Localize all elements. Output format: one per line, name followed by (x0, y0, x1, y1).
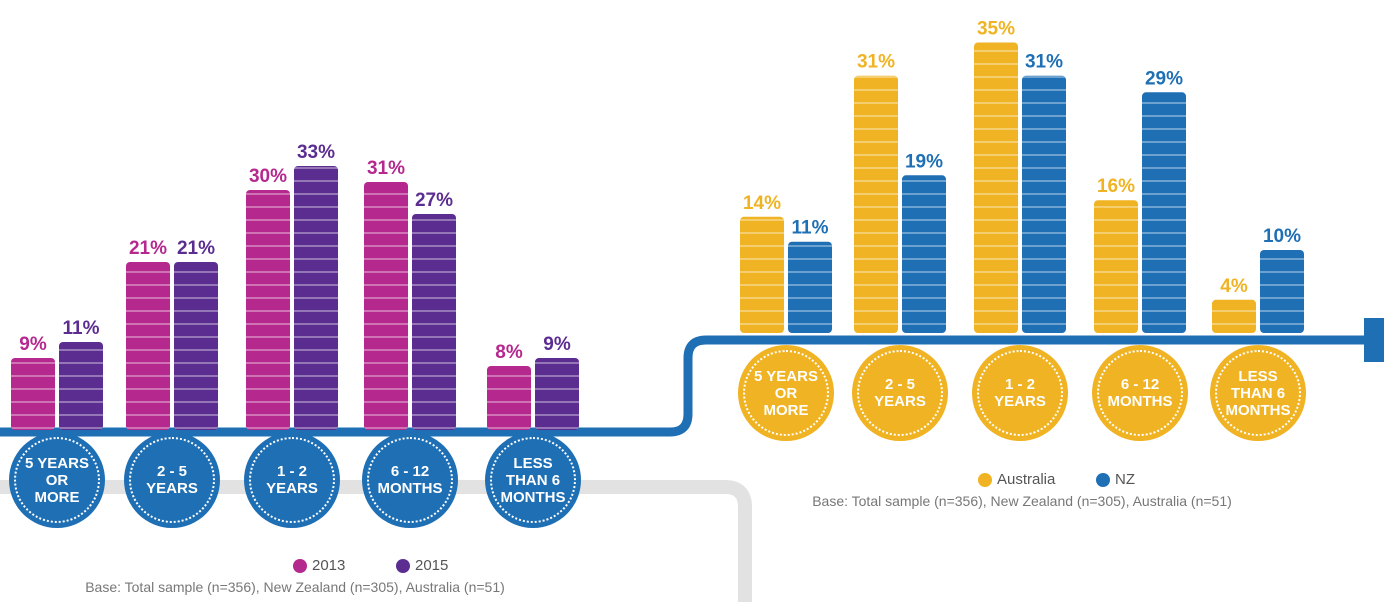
bar (294, 166, 338, 430)
bar (1212, 299, 1256, 333)
value-label: 10% (1263, 226, 1301, 247)
value-label: 11% (792, 218, 829, 239)
bar (364, 182, 408, 430)
category-circle: 2 - 5 YEARS (852, 345, 948, 441)
category-label: 6 - 12 MONTHS (367, 437, 453, 523)
legend-marker (1096, 473, 1110, 487)
arrow-end (1364, 318, 1384, 362)
bar (59, 342, 103, 430)
legend-label: 2013 (312, 557, 345, 574)
bar (1022, 75, 1066, 333)
bar (535, 358, 579, 430)
value-label: 31% (1025, 52, 1063, 73)
bar (412, 214, 456, 430)
value-label: 21% (177, 238, 215, 259)
value-label: 9% (543, 334, 571, 355)
bar (11, 358, 55, 430)
note: Base: Total sample (n=356), New Zealand … (812, 493, 1232, 509)
bar (974, 42, 1018, 333)
value-label: 30% (249, 166, 287, 187)
value-label: 35% (977, 19, 1015, 40)
legend-marker (293, 559, 307, 573)
category-label: LESS THAN 6 MONTHS (1215, 350, 1301, 436)
bar (740, 216, 784, 333)
value-label: 16% (1097, 176, 1135, 197)
value-label: 29% (1145, 68, 1183, 89)
bar (1142, 92, 1186, 333)
value-label: 8% (495, 342, 523, 363)
category-circle: 6 - 12 MONTHS (362, 432, 458, 528)
value-label: 9% (19, 334, 47, 355)
category-circle: 5 YEARS OR MORE (9, 432, 105, 528)
value-label: 31% (857, 52, 895, 73)
value-label: 31% (367, 158, 405, 179)
value-label: 33% (297, 142, 335, 163)
value-label: 11% (63, 318, 100, 339)
value-label: 19% (905, 151, 943, 172)
category-circle: 2 - 5 YEARS (124, 432, 220, 528)
category-label: 1 - 2 YEARS (249, 437, 335, 523)
bar (1094, 200, 1138, 333)
category-circle: 1 - 2 YEARS (972, 345, 1068, 441)
value-label: 21% (129, 238, 167, 259)
category-label: 5 YEARS OR MORE (743, 350, 829, 436)
bar (246, 190, 290, 430)
value-label: 14% (743, 193, 781, 214)
bar (788, 241, 832, 333)
legend-label: Australia (997, 471, 1056, 488)
bar (902, 175, 946, 333)
bar (1260, 250, 1304, 333)
category-label: 6 - 12 MONTHS (1097, 350, 1183, 436)
blue-path (0, 335, 1368, 437)
category-circle: 6 - 12 MONTHS (1092, 345, 1188, 441)
category-label: 5 YEARS OR MORE (14, 437, 100, 523)
category-circle: LESS THAN 6 MONTHS (485, 432, 581, 528)
category-circle: 5 YEARS OR MORE (738, 345, 834, 441)
legend-label: NZ (1115, 471, 1135, 488)
category-label: 1 - 2 YEARS (977, 350, 1063, 436)
category-label: 2 - 5 YEARS (129, 437, 215, 523)
value-label: 4% (1220, 276, 1248, 297)
category-label: LESS THAN 6 MONTHS (490, 437, 576, 523)
bar (126, 262, 170, 430)
note: Base: Total sample (n=356), New Zealand … (85, 579, 505, 595)
legend-marker (978, 473, 992, 487)
category-circle: LESS THAN 6 MONTHS (1210, 345, 1306, 441)
bar (487, 366, 531, 430)
value-label: 27% (415, 190, 453, 211)
category-circle: 1 - 2 YEARS (244, 432, 340, 528)
gray-path (0, 480, 752, 602)
bar (174, 262, 218, 430)
category-label: 2 - 5 YEARS (857, 350, 943, 436)
legend-marker (396, 559, 410, 573)
bar (854, 75, 898, 333)
legend-label: 2015 (415, 557, 448, 574)
